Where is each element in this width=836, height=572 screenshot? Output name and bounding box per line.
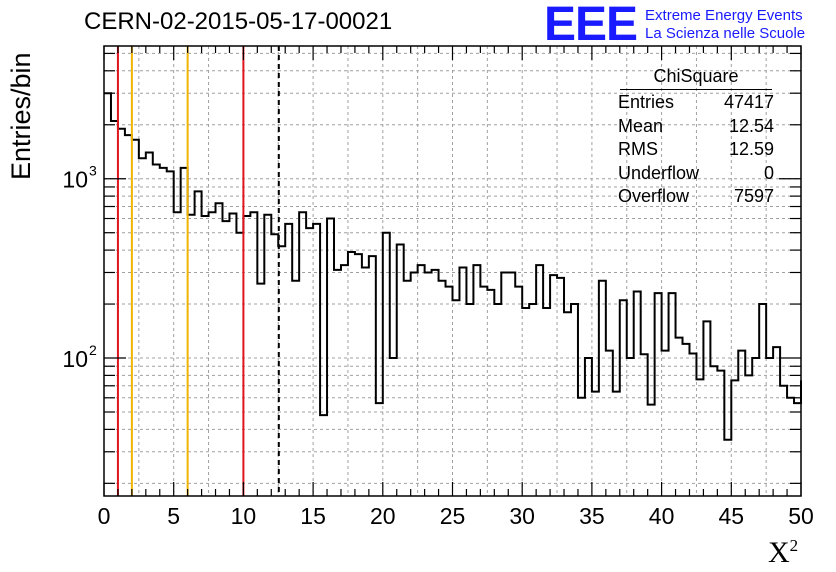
y-axis-label-text: Entries/bin xyxy=(6,52,36,180)
x-axis-label-base: X xyxy=(768,536,790,569)
x-tick-label: 30 xyxy=(509,503,535,529)
stats-value: 7597 xyxy=(733,186,774,206)
y-tick-label: 10 xyxy=(62,346,88,372)
x-tick-label: 15 xyxy=(300,503,326,529)
stats-label: Entries xyxy=(618,92,675,112)
stats-title: ChiSquare xyxy=(620,64,772,90)
x-tick-label: 25 xyxy=(440,503,466,529)
y-axis-label: Entries/bin xyxy=(6,52,37,180)
stats-box: ChiSquare Entries 47417 Mean 12.54 RMS 1… xyxy=(612,64,780,209)
x-tick-label: 35 xyxy=(579,503,605,529)
stats-value: 47417 xyxy=(723,92,774,112)
run-title: CERN-02-2015-05-17-00021 xyxy=(84,8,393,35)
stats-value: 12.54 xyxy=(728,115,774,136)
x-tick-label: 5 xyxy=(167,503,180,529)
eee-logo: EEE Extreme Energy Events La Scienza nel… xyxy=(544,0,806,51)
x-tick-label: 45 xyxy=(719,503,745,529)
stats-label: Overflow xyxy=(618,186,690,206)
x-tick-label: 0 xyxy=(98,503,111,529)
x-tick-label: 40 xyxy=(649,503,675,529)
stats-value: 0 xyxy=(763,162,774,183)
stats-row-overflow: Overflow 7597 xyxy=(612,185,780,209)
x-tick-label: 20 xyxy=(370,503,396,529)
stats-row-rms: RMS 12.59 xyxy=(612,138,780,162)
stats-label: Underflow xyxy=(618,162,700,183)
x-axis-label: X2 xyxy=(768,536,798,570)
logo-mark: EEE xyxy=(544,0,638,51)
x-tick-label: 50 xyxy=(788,503,814,529)
stats-row-entries: Entries 47417 xyxy=(612,91,780,115)
stats-label: Mean xyxy=(618,115,664,136)
histogram-series xyxy=(104,92,802,441)
y-tick-exponent: 3 xyxy=(89,163,97,179)
logo-line-2: La Scienza nelle Scuole xyxy=(645,25,806,42)
stats-label: RMS xyxy=(618,139,658,159)
stats-value: 12.59 xyxy=(728,139,774,159)
stats-row-mean: Mean 12.54 xyxy=(612,115,780,139)
stats-row-underflow: Underflow 0 xyxy=(612,162,780,186)
y-tick-exponent: 2 xyxy=(89,342,97,358)
y-tick-label: 10 xyxy=(62,167,88,193)
x-tick-label: 10 xyxy=(231,503,257,529)
x-axis-label-sup: 2 xyxy=(789,536,799,555)
logo-line-1: Extreme Energy Events xyxy=(645,7,803,24)
